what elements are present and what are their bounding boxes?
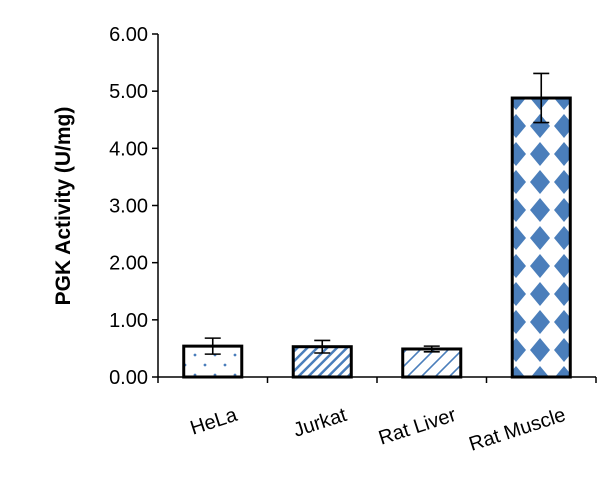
y-tick-label: 2.00 — [109, 253, 148, 275]
y-tick-label: 4.00 — [109, 138, 148, 160]
y-tick-label: 5.00 — [109, 81, 148, 103]
y-tick-label: 1.00 — [109, 310, 148, 332]
bars — [182, 96, 572, 379]
bar — [510, 96, 572, 379]
y-tick-label: 6.00 — [109, 24, 148, 46]
y-tick-label: 0.00 — [109, 367, 148, 389]
bar — [401, 347, 463, 379]
y-axis-label: PGK Activity (U/mg) — [52, 107, 75, 306]
tick-labels: 0.00 1.00 2.00 3.00 4.00 5.00 6.00 HeLa Jurkat Ra… — [109, 24, 568, 456]
error-bars — [204, 72, 550, 355]
x-tick-label: Rat Muscle — [466, 404, 568, 456]
x-tick-label: Jurkat — [291, 404, 350, 442]
bar — [182, 344, 244, 379]
y-tick-label: 3.00 — [109, 196, 148, 218]
x-tick-label: Rat Liver — [376, 404, 459, 450]
x-tick-label: HeLa — [188, 404, 241, 440]
